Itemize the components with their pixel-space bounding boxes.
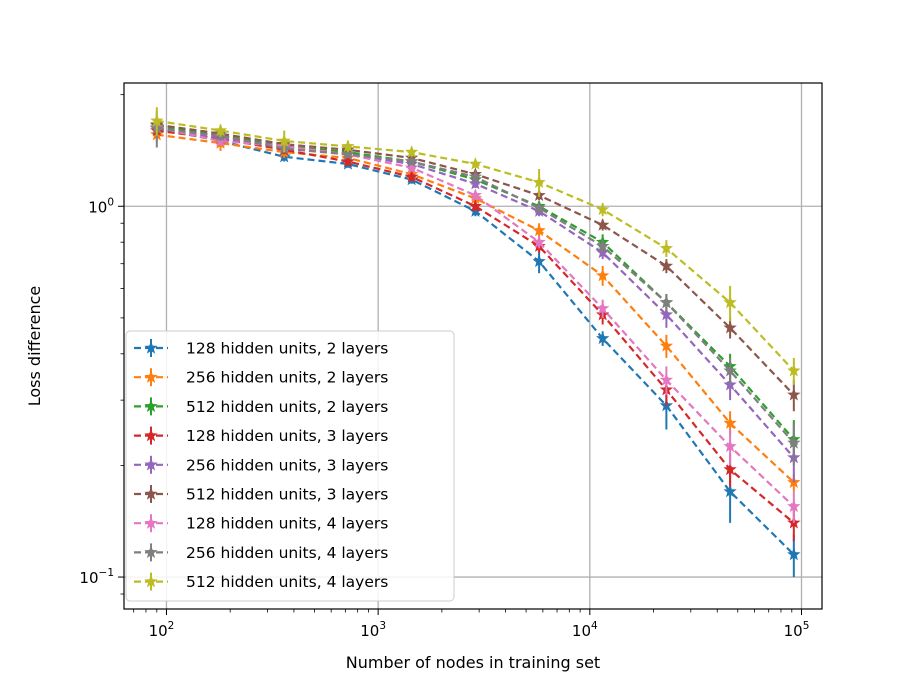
legend-entry: 256 hidden units, 2 layers: [134, 368, 388, 387]
data-point: [532, 235, 546, 248]
legend-entry: 128 hidden units, 4 layers: [134, 514, 388, 533]
legend-entry: 256 hidden units, 4 layers: [134, 543, 388, 562]
data-point: [596, 218, 610, 231]
y-tick-label: 100: [88, 196, 114, 216]
data-point: [659, 372, 674, 386]
data-point: [723, 295, 737, 309]
legend-marker: [144, 341, 158, 354]
data-point: [405, 169, 419, 183]
series-line: [156, 129, 795, 524]
data-point: [468, 169, 483, 183]
legend: 128 hidden units, 2 layers 256 hidden uni…: [125, 330, 455, 602]
data-point: [787, 435, 801, 449]
legend-frame: [125, 330, 455, 602]
legend-label: 128 hidden units, 2 layers: [186, 340, 388, 358]
data-point: [277, 133, 291, 147]
legend-label: 128 hidden units, 3 layers: [186, 427, 388, 445]
data-point: [468, 199, 483, 212]
data-point: [405, 160, 419, 174]
legend-label: 256 hidden units, 3 layers: [186, 456, 388, 474]
plot-frame: [123, 82, 823, 610]
series-9: [150, 107, 801, 385]
data-point: [659, 295, 674, 309]
legend-label: 512 hidden units, 3 layers: [186, 486, 388, 504]
x-tick-label: 104: [572, 620, 598, 640]
legend-entry: 128 hidden units, 3 layers: [134, 426, 388, 445]
data-point: [723, 416, 737, 429]
legend-marker: [144, 457, 158, 471]
legend-marker: [144, 516, 158, 529]
data-point: [596, 239, 610, 252]
legend-label: 256 hidden units, 4 layers: [186, 544, 388, 562]
y-axis-label: Loss difference: [25, 286, 44, 407]
ticks: 102 103 104 105 10−1 100: [79, 94, 810, 640]
x-tick-label: 103: [360, 620, 386, 640]
data-point: [787, 387, 801, 401]
data-point: [596, 202, 610, 216]
data-point: [723, 462, 737, 476]
legend-label: 512 hidden units, 4 layers: [186, 573, 388, 591]
legend-entry: 512 hidden units, 4 layers: [134, 572, 388, 591]
data-point: [659, 259, 674, 272]
legend-marker: [144, 399, 158, 413]
data-point: [787, 363, 801, 377]
legend-marker: [144, 487, 158, 500]
legend-marker: [144, 428, 158, 442]
legend-label: 256 hidden units, 2 layers: [186, 369, 388, 387]
legend-entry: 512 hidden units, 3 layers: [134, 485, 388, 504]
data-point: [532, 200, 546, 214]
data-point: [532, 254, 546, 268]
data-point: [341, 154, 355, 168]
x-tick-label: 102: [149, 620, 175, 640]
data-point: [468, 157, 483, 170]
data-point: [723, 320, 737, 334]
data-point: [150, 113, 164, 127]
legend-label: 512 hidden units, 2 layers: [186, 398, 388, 416]
legend-marker: [144, 545, 158, 559]
data-point: [787, 547, 801, 561]
data-point: [532, 175, 546, 189]
series-layer: [150, 107, 801, 578]
y-tick-label: 10−1: [79, 567, 114, 587]
data-point: [596, 331, 610, 345]
legend-entry: 512 hidden units, 2 layers: [134, 397, 388, 416]
data-point: [532, 223, 546, 237]
data-point: [723, 439, 737, 453]
data-point: [659, 338, 674, 352]
x-tick-label: 105: [784, 620, 810, 640]
data-point: [341, 139, 355, 153]
data-point: [659, 307, 674, 321]
data-point: [596, 301, 610, 315]
legend-entry: 256 hidden units, 3 layers: [134, 455, 388, 474]
data-point: [213, 123, 228, 137]
data-point: [787, 499, 801, 513]
data-point: [341, 147, 355, 161]
legend-entry: 128 hidden units, 2 layers: [134, 339, 388, 358]
legend-marker: [144, 574, 158, 588]
data-point: [596, 268, 610, 282]
x-axis-label: Number of nodes in training set: [346, 653, 600, 672]
data-point: [468, 188, 483, 202]
data-point: [405, 154, 419, 168]
legend-label: 128 hidden units, 4 layers: [186, 515, 388, 533]
data-point: [468, 176, 483, 190]
data-point: [723, 484, 737, 498]
legend-marker: [144, 370, 158, 383]
data-point: [405, 145, 419, 158]
data-point: [659, 241, 674, 255]
data-point: [723, 363, 737, 377]
